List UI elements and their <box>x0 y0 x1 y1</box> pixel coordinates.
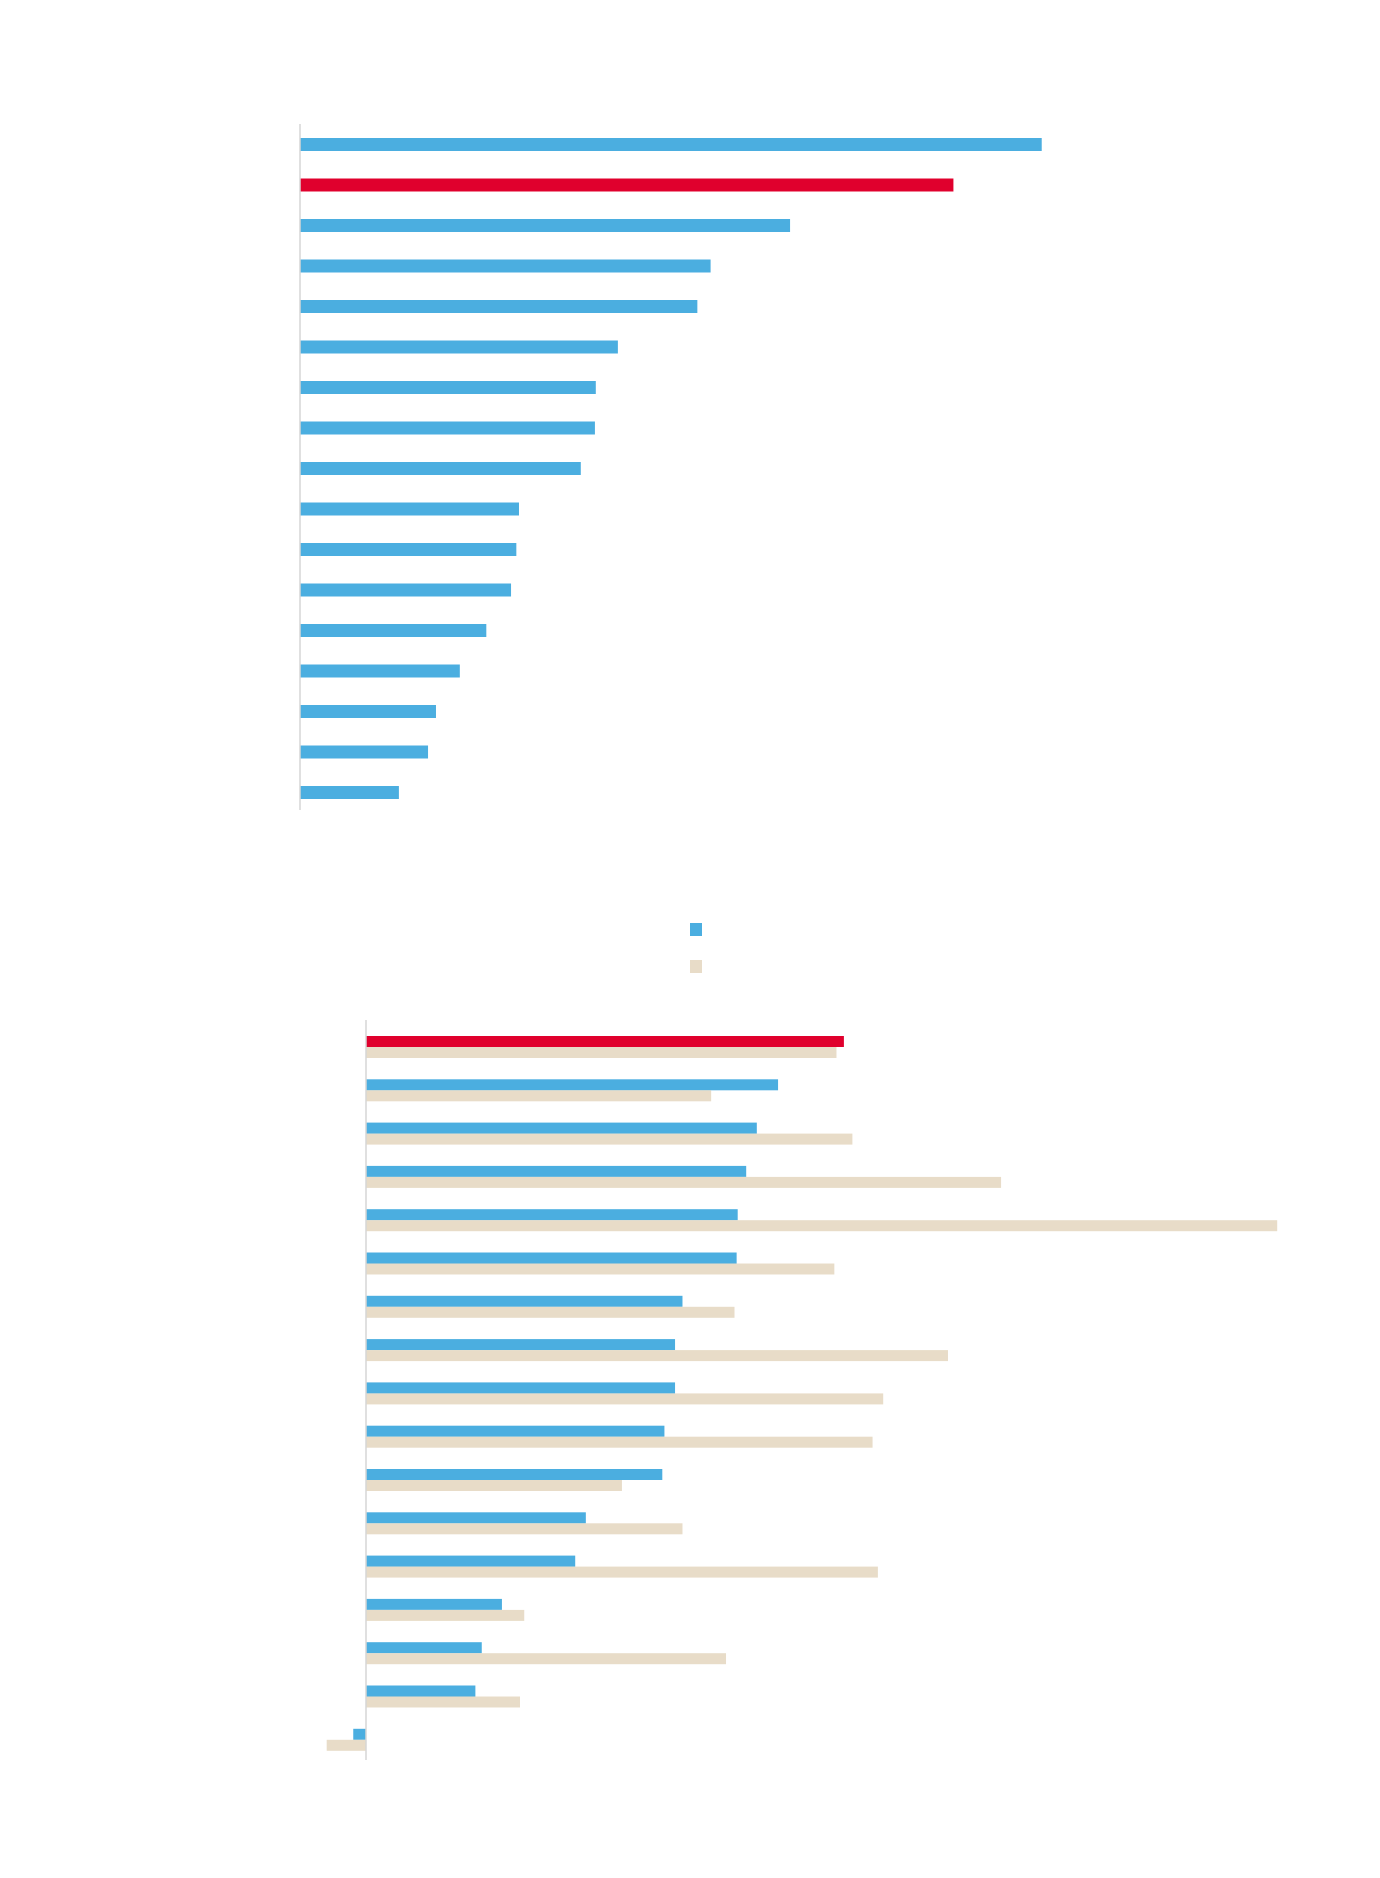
chart2-bar-series2-2 <box>366 1090 712 1102</box>
chart1-bar-8 <box>300 421 595 435</box>
chart1-bar-1 <box>300 138 1042 151</box>
ranking-bar-chart <box>299 124 1042 810</box>
chart2-bars <box>326 1036 1278 1751</box>
chart2-bar-series1-6 <box>366 1252 737 1264</box>
chart1-bar-4 <box>300 259 711 273</box>
chart2-bar-series2-11 <box>366 1480 622 1491</box>
chart2-bar-series2-16 <box>366 1696 520 1708</box>
chart1-bar-10 <box>300 502 519 516</box>
chart2-bar-series1-5 <box>366 1209 738 1221</box>
chart2-bar-series1-11 <box>366 1469 663 1480</box>
chart2-bar-series1-14 <box>366 1598 502 1610</box>
chart1-bars <box>300 138 1042 799</box>
chart2-bar-series1-10 <box>366 1425 665 1437</box>
chart2-bar-series2-5 <box>366 1220 1278 1232</box>
legend-swatch-series-2 <box>690 960 702 973</box>
chart2-bar-series2-9 <box>366 1393 884 1405</box>
legend-swatch-series-1 <box>690 923 702 936</box>
chart2-bar-series2-6 <box>366 1263 835 1275</box>
chart2-bar-series2-15 <box>366 1653 727 1665</box>
chart2-bar-series1-15 <box>366 1642 482 1654</box>
chart2-bar-series1-9 <box>366 1382 676 1394</box>
chart1-bar-12 <box>300 583 512 597</box>
chart2-bar-series1-16 <box>366 1685 476 1697</box>
chart1-bar-17 <box>300 786 399 799</box>
chart1-bar-3 <box>300 219 791 232</box>
chart2-bar-series2-14 <box>366 1609 525 1621</box>
chart2-bar-series2-4 <box>366 1176 1002 1188</box>
chart2-legend <box>690 923 702 973</box>
chart2-bar-series1-7 <box>366 1295 683 1307</box>
chart2-bar-series2-8 <box>366 1350 948 1362</box>
chart2-bar-series1-12 <box>366 1512 586 1524</box>
chart2-bar-series1-17 <box>353 1728 366 1740</box>
chart2-bar-series2-13 <box>366 1566 878 1578</box>
chart2-bar-series1-3 <box>366 1122 757 1134</box>
chart2-bar-series1-1 <box>366 1036 844 1047</box>
chart2-bar-series2-17 <box>326 1739 366 1751</box>
chart2-bar-series1-4 <box>366 1165 747 1177</box>
chart1-bar-16 <box>300 745 429 759</box>
chart2-bar-series2-10 <box>366 1436 873 1448</box>
chart1-bar-6 <box>300 340 618 354</box>
chart2-bar-series2-7 <box>366 1306 735 1318</box>
chart1-bar-5 <box>300 300 698 313</box>
chart2-bar-series1-8 <box>366 1339 676 1351</box>
chart1-bar-9 <box>300 462 581 475</box>
chart1-bar-15 <box>300 705 436 718</box>
chart2-bar-series2-3 <box>366 1133 853 1145</box>
chart1-bar-7 <box>300 381 596 394</box>
chart1-bar-14 <box>300 664 460 678</box>
chart1-bar-11 <box>300 543 517 556</box>
chart1-bar-13 <box>300 624 487 637</box>
chart2-bar-series2-12 <box>366 1523 683 1535</box>
chart2-bar-series2-1 <box>366 1047 837 1058</box>
chart2-bar-series1-13 <box>366 1555 576 1567</box>
chart1-bar-2 <box>300 178 954 192</box>
chart2-bar-series1-2 <box>366 1079 779 1091</box>
